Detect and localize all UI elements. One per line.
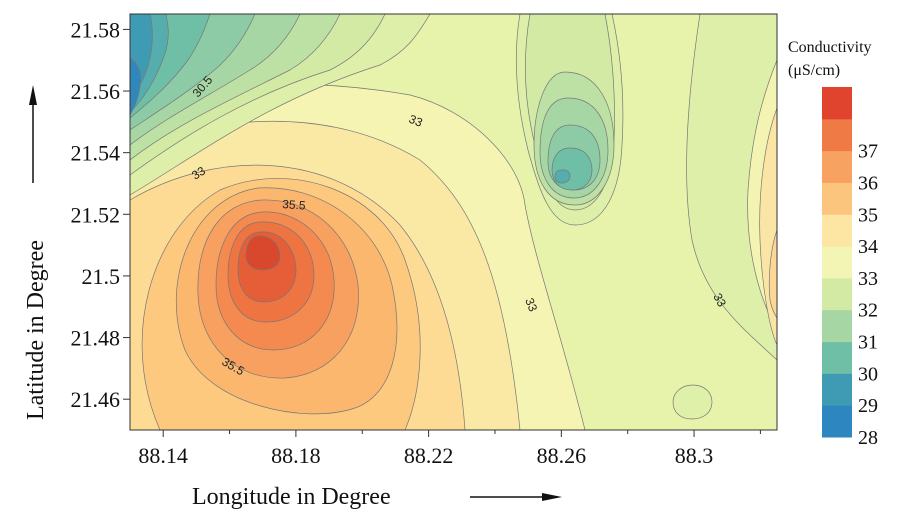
y-tick-label: 21.46: [71, 387, 121, 412]
legend-tick-label: 31: [858, 332, 878, 354]
color-bar-segment: [822, 214, 852, 247]
legend-tick-label: 34: [858, 236, 878, 258]
legend-tick-label: 29: [858, 395, 878, 417]
color-bar-segment: [822, 309, 852, 343]
y-tick-label: 21.56: [71, 79, 121, 104]
x-tick-label: 88.3: [675, 443, 714, 468]
color-bar-segment: [822, 373, 852, 406]
y-tick-label: 21.48: [71, 326, 121, 351]
plot-frame: [129, 13, 778, 431]
y-tick-label: 21.54: [71, 141, 121, 166]
x-axis: 88.14 88.18 88.22 88.26 88.3: [138, 430, 761, 468]
y-tick-label: 21.58: [71, 17, 121, 42]
y-axis-title: Latitude in Degree: [23, 240, 49, 420]
x-tick-label: 88.22: [404, 443, 454, 468]
legend-tick-label: 30: [858, 363, 878, 385]
region-34-east: [768, 229, 777, 319]
legend-tick-label: 28: [858, 427, 878, 449]
x-axis-arrow: [470, 493, 562, 501]
y-axis: 21.46 21.48 21.5 21.52 21.54 21.56 21.58: [71, 17, 130, 412]
region-29-5-cn: [554, 169, 571, 184]
contour-label: 33: [522, 296, 540, 314]
legend: Conductivity (μS/cm) 28 29 30 31 32 33 34 35 36 3…: [788, 39, 878, 449]
legend-tick-label: 37: [858, 141, 878, 163]
legend-title-line2: (μS/cm): [788, 62, 840, 79]
x-tick-label: 88.14: [138, 443, 188, 468]
y-axis-arrow: [29, 85, 37, 183]
y-tick-label: 21.52: [71, 202, 121, 227]
region-37-5-west: [245, 235, 281, 271]
contour-label: 33: [710, 291, 729, 310]
x-tick-label: 88.26: [537, 443, 587, 468]
color-bar: 28 29 30 31 32 33 34 35 36 37: [822, 87, 878, 449]
region-32-5-ne: [686, 14, 777, 361]
color-bar-segment: [822, 118, 852, 152]
legend-tick-label: 33: [858, 268, 878, 290]
plot-area: 30.5 33 33 35.5 35.5 33 33: [130, 14, 777, 430]
y-tick-label: 21.5: [82, 264, 121, 289]
contour-label: 33: [407, 112, 425, 130]
legend-tick-label: 36: [858, 172, 878, 194]
legend-tick-label: 35: [858, 204, 878, 226]
legend-tick-label: 32: [858, 300, 878, 322]
color-bar-segment: [822, 277, 852, 311]
legend-title-line1: Conductivity: [788, 39, 872, 56]
color-bar-segment: [822, 405, 852, 438]
color-bar-segment: [822, 246, 852, 279]
color-bar-segment: [822, 182, 852, 215]
color-bar-segment: [822, 87, 852, 120]
x-axis-title: Longitude in Degree: [192, 484, 391, 510]
region-30-cn: [551, 147, 593, 191]
region-28-5-nw: [130, 57, 141, 116]
color-bar-segment: [822, 150, 852, 183]
color-bar-segment: [822, 341, 852, 374]
x-tick-label: 88.18: [271, 443, 321, 468]
contour-label: 35.5: [282, 197, 307, 213]
region-32-5-se: [672, 384, 713, 420]
